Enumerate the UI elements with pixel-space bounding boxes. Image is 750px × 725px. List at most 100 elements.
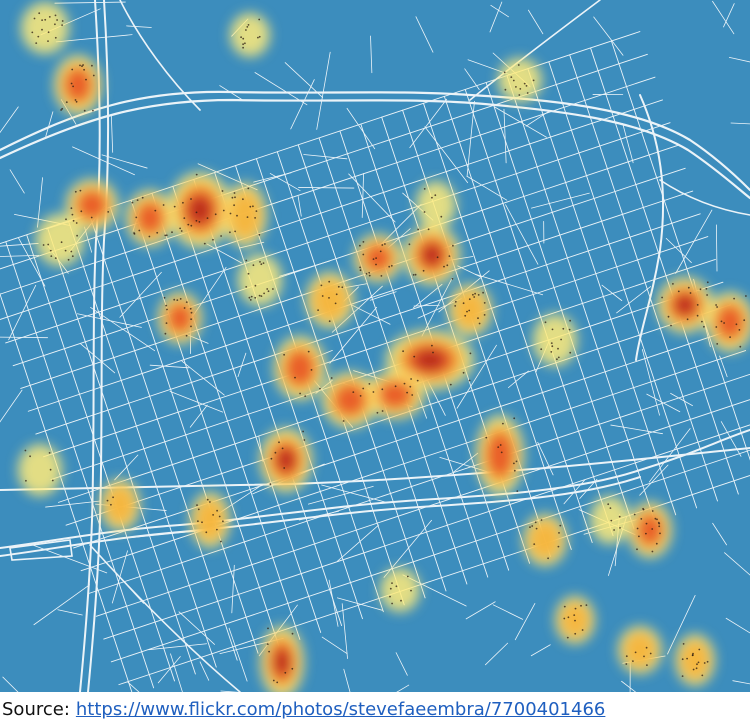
photo-point [513, 469, 516, 472]
street [18, 237, 46, 287]
photo-point [72, 85, 74, 88]
street [8, 284, 37, 341]
photo-point [242, 43, 245, 46]
photo-point [35, 42, 38, 44]
photo-point [269, 483, 272, 486]
street [307, 485, 374, 505]
street [130, 199, 280, 647]
heat-spot [227, 190, 263, 240]
photo-point [148, 235, 151, 238]
photo-point [446, 264, 449, 267]
street [492, 604, 524, 620]
photo-point [234, 230, 237, 233]
photo-point [504, 88, 507, 91]
photo-point [687, 286, 690, 289]
street [199, 661, 210, 681]
photo-point [54, 23, 56, 26]
photo-point [534, 521, 537, 524]
photo-point [234, 196, 236, 199]
street [101, 154, 148, 169]
heat-spot [637, 514, 663, 546]
photo-point [272, 679, 275, 682]
street [118, 474, 750, 686]
photo-point [258, 233, 261, 236]
photo-point [42, 244, 45, 246]
street [193, 178, 343, 627]
photo-point [556, 358, 558, 361]
photo-point [452, 244, 454, 247]
photo-point [703, 325, 705, 328]
heat-spot [679, 639, 711, 681]
heat-spot [422, 244, 442, 266]
photo-point [516, 490, 519, 492]
photo-point [368, 274, 371, 277]
street [369, 291, 397, 301]
photo-point [557, 356, 560, 359]
photo-point [466, 310, 468, 313]
street [396, 684, 410, 692]
photo-point [502, 422, 504, 425]
photo-point [412, 274, 415, 276]
photo-point [47, 40, 49, 42]
photo-point [291, 632, 294, 635]
photo-point [632, 660, 634, 662]
photo-point [163, 296, 166, 299]
photo-point [701, 320, 703, 323]
street [665, 237, 692, 263]
photo-point [206, 498, 209, 501]
photo-point [633, 513, 636, 516]
photo-point [64, 249, 67, 252]
heat-spot [416, 181, 456, 229]
photo-point [500, 451, 503, 454]
source-link[interactable]: https://www.flickr.com/photos/stevefaeem… [75, 699, 606, 720]
photo-point [48, 16, 51, 18]
photo-point [216, 528, 218, 531]
street [593, 16, 624, 56]
photo-point [250, 295, 253, 298]
photo-point [567, 616, 570, 619]
photo-point [37, 35, 40, 38]
street [715, 224, 718, 272]
photo-point [240, 36, 243, 39]
street [725, 617, 750, 634]
street [169, 390, 224, 413]
street [610, 40, 750, 461]
street [111, 550, 128, 604]
photo-point [581, 629, 584, 631]
photo-point [182, 201, 184, 204]
street [189, 404, 208, 428]
photo-point [274, 451, 277, 454]
photo-point [681, 675, 684, 677]
photo-point [83, 109, 86, 112]
ring-road [635, 94, 665, 361]
photo-point [60, 109, 62, 111]
photo-point [183, 217, 186, 220]
photo-point [190, 311, 193, 314]
photo-point [38, 12, 41, 15]
heat-spot [36, 214, 84, 266]
photo-point [249, 299, 252, 301]
photo-point [176, 299, 179, 301]
photo-point [477, 294, 480, 296]
ring-road [0, 98, 750, 200]
heat-spot [452, 289, 488, 331]
photo-point [706, 660, 709, 663]
photo-point [625, 655, 628, 658]
photo-point [247, 24, 250, 26]
photo-point [432, 351, 434, 354]
street [9, 169, 25, 194]
street [0, 99, 663, 320]
photo-point [180, 230, 183, 232]
photo-point [171, 231, 173, 234]
photo-point [551, 328, 554, 331]
street [490, 4, 509, 18]
photo-points [24, 12, 747, 684]
photo-point [281, 447, 284, 450]
photo-point [197, 520, 199, 523]
photo-point [190, 325, 192, 328]
photo-point [164, 234, 167, 237]
street [170, 653, 183, 692]
photo-point [389, 595, 391, 598]
photo-point [716, 306, 718, 308]
photo-point [270, 457, 273, 460]
